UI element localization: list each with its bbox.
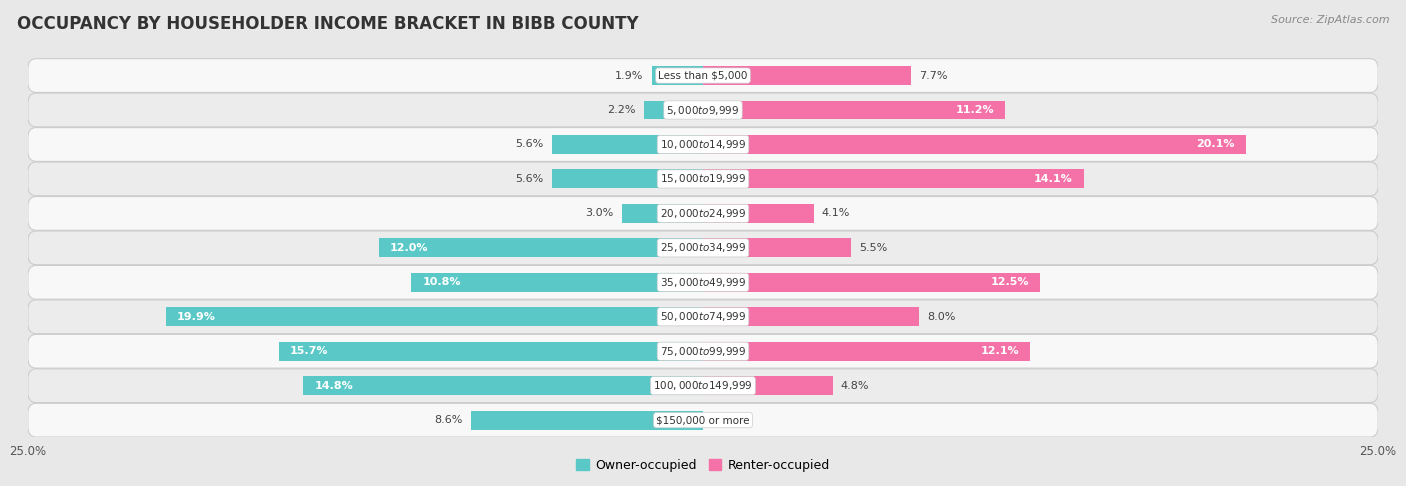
Text: 8.0%: 8.0% (927, 312, 956, 322)
Text: 0.0%: 0.0% (711, 415, 740, 425)
Text: 8.6%: 8.6% (434, 415, 463, 425)
Text: 14.8%: 14.8% (315, 381, 353, 391)
Bar (703, 66, 911, 85)
Bar (280, 342, 703, 361)
FancyBboxPatch shape (28, 265, 1378, 299)
Text: OCCUPANCY BY HOUSEHOLDER INCOME BRACKET IN BIBB COUNTY: OCCUPANCY BY HOUSEHOLDER INCOME BRACKET … (17, 15, 638, 33)
FancyBboxPatch shape (28, 59, 1378, 92)
Bar (703, 239, 852, 258)
Text: 12.1%: 12.1% (980, 346, 1019, 356)
FancyBboxPatch shape (28, 334, 1378, 368)
Text: 12.0%: 12.0% (389, 243, 429, 253)
Bar (703, 101, 1005, 120)
Text: 5.6%: 5.6% (516, 174, 544, 184)
FancyBboxPatch shape (28, 93, 1378, 127)
Bar (551, 170, 703, 189)
Text: $5,000 to $9,999: $5,000 to $9,999 (666, 104, 740, 117)
Bar (703, 170, 1084, 189)
Bar (703, 376, 832, 395)
Text: $10,000 to $14,999: $10,000 to $14,999 (659, 138, 747, 151)
Bar (412, 273, 703, 292)
Bar (703, 342, 1029, 361)
Text: $75,000 to $99,999: $75,000 to $99,999 (659, 345, 747, 358)
Bar (551, 135, 703, 154)
Text: $100,000 to $149,999: $100,000 to $149,999 (654, 379, 752, 392)
FancyBboxPatch shape (28, 403, 1378, 437)
Bar (703, 273, 1040, 292)
Text: 2.2%: 2.2% (607, 105, 636, 115)
Text: 4.8%: 4.8% (841, 381, 869, 391)
Text: $15,000 to $19,999: $15,000 to $19,999 (659, 173, 747, 186)
Text: 12.5%: 12.5% (991, 278, 1029, 287)
Text: Source: ZipAtlas.com: Source: ZipAtlas.com (1271, 15, 1389, 25)
Text: 15.7%: 15.7% (290, 346, 329, 356)
FancyBboxPatch shape (28, 300, 1378, 334)
Bar (703, 307, 920, 326)
Text: $150,000 or more: $150,000 or more (657, 415, 749, 425)
FancyBboxPatch shape (28, 369, 1378, 402)
FancyBboxPatch shape (28, 162, 1378, 196)
Text: 5.6%: 5.6% (516, 139, 544, 150)
Bar (166, 307, 703, 326)
Text: 3.0%: 3.0% (586, 208, 614, 218)
Bar (644, 101, 703, 120)
Bar (621, 204, 703, 223)
Legend: Owner-occupied, Renter-occupied: Owner-occupied, Renter-occupied (571, 453, 835, 477)
FancyBboxPatch shape (28, 196, 1378, 230)
Text: 5.5%: 5.5% (859, 243, 887, 253)
Bar (703, 204, 814, 223)
Text: 14.1%: 14.1% (1033, 174, 1073, 184)
Text: 4.1%: 4.1% (821, 208, 851, 218)
Text: $35,000 to $49,999: $35,000 to $49,999 (659, 276, 747, 289)
Text: $25,000 to $34,999: $25,000 to $34,999 (659, 242, 747, 254)
FancyBboxPatch shape (28, 231, 1378, 265)
Text: 10.8%: 10.8% (422, 278, 461, 287)
Text: $50,000 to $74,999: $50,000 to $74,999 (659, 310, 747, 323)
Text: 1.9%: 1.9% (616, 70, 644, 81)
Bar (471, 411, 703, 430)
Bar (703, 135, 1246, 154)
Text: 19.9%: 19.9% (177, 312, 215, 322)
Bar (652, 66, 703, 85)
Text: Less than $5,000: Less than $5,000 (658, 70, 748, 81)
Bar (304, 376, 703, 395)
Text: 11.2%: 11.2% (956, 105, 994, 115)
Bar (380, 239, 703, 258)
Text: $20,000 to $24,999: $20,000 to $24,999 (659, 207, 747, 220)
Text: 7.7%: 7.7% (920, 70, 948, 81)
Text: 20.1%: 20.1% (1197, 139, 1234, 150)
FancyBboxPatch shape (28, 128, 1378, 161)
